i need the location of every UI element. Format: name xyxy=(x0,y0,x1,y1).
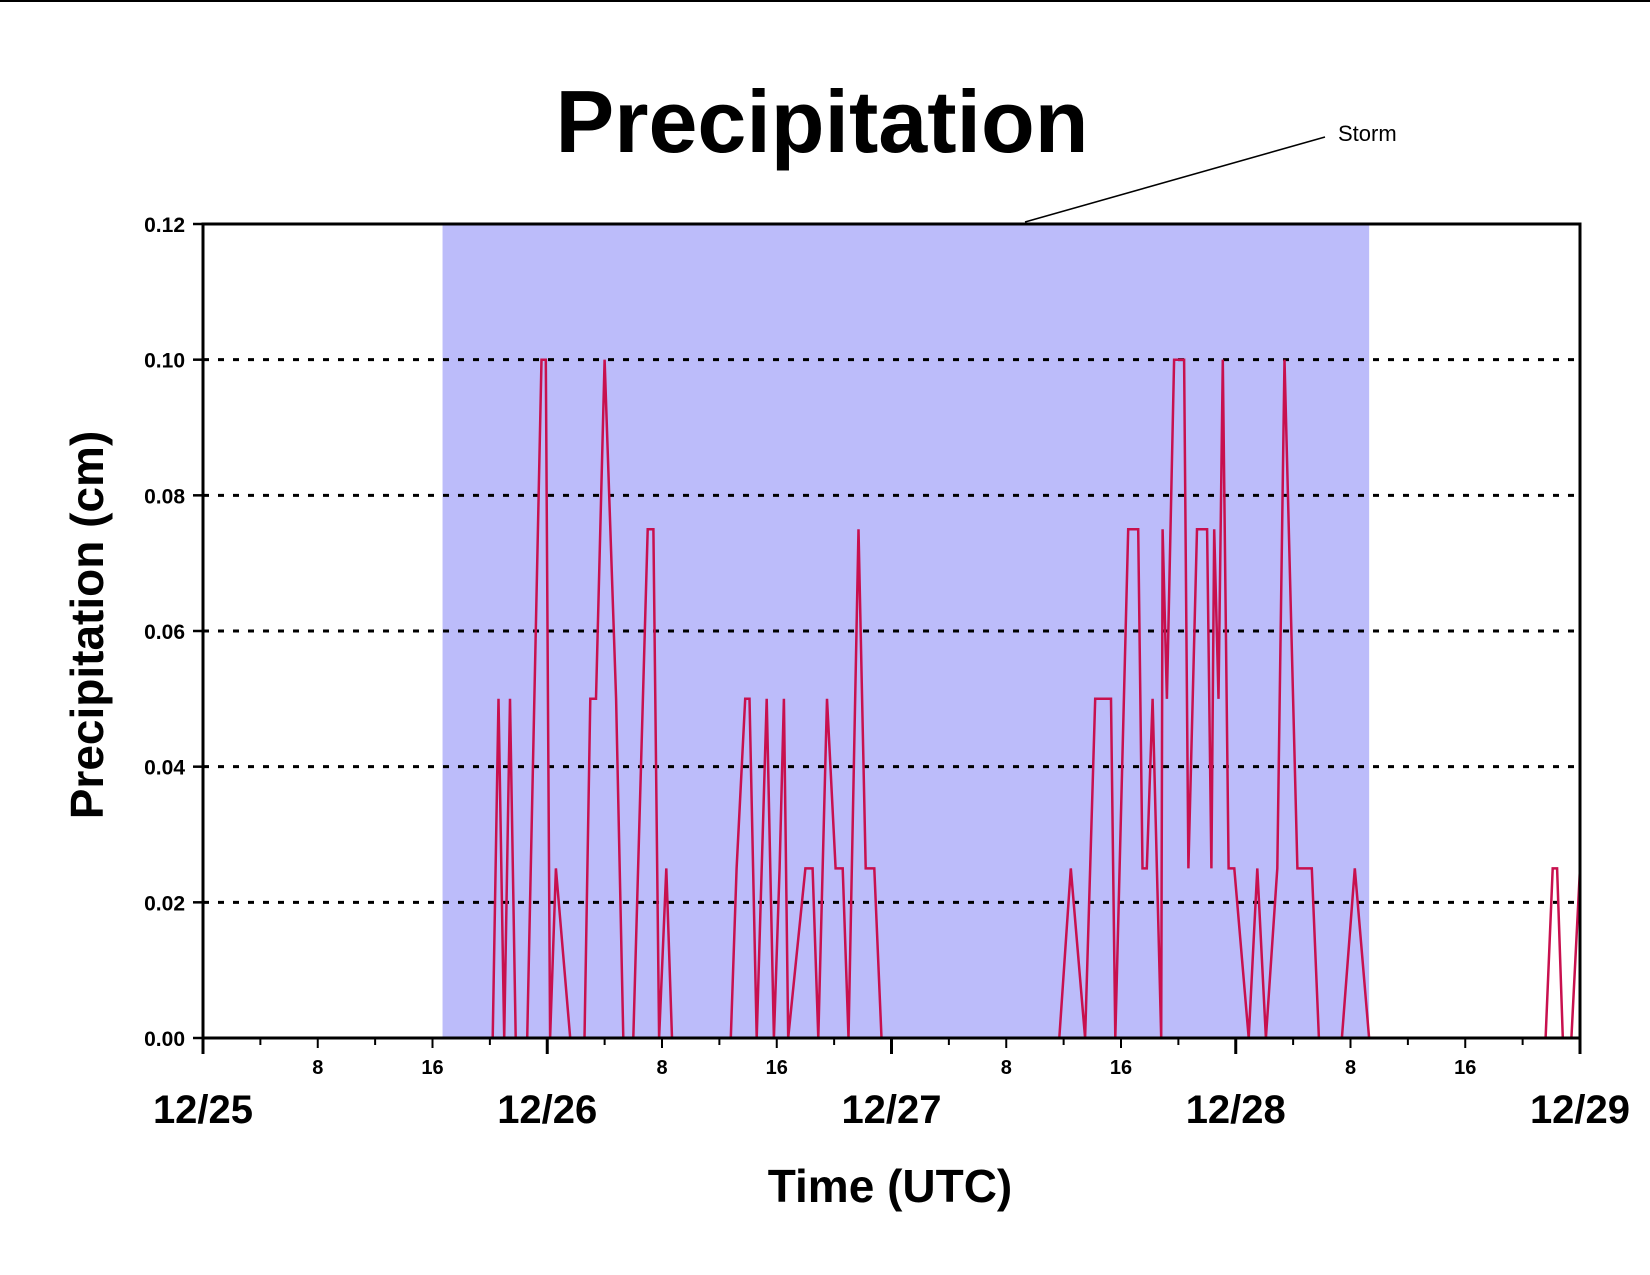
y-tick-label-6: 0.12 xyxy=(144,214,185,237)
y-tick-label-0: 0.00 xyxy=(144,1028,185,1051)
x-minor-tick-label-2: 8 xyxy=(656,1057,667,1079)
x-major-tick-label-4: 12/29 xyxy=(1530,1088,1630,1132)
x-minor-tick-label-7: 16 xyxy=(1454,1057,1476,1079)
x-minor-tick-label-6: 8 xyxy=(1345,1057,1356,1079)
x-minor-tick-label-4: 8 xyxy=(1001,1057,1012,1079)
x-major-tick-label-2: 12/27 xyxy=(841,1088,941,1132)
y-axis-title: Precipitation (cm) xyxy=(61,431,113,820)
chart-title: Precipitation xyxy=(556,72,1089,171)
x-minor-tick-label-0: 8 xyxy=(312,1057,323,1079)
x-major-tick-label-0: 12/25 xyxy=(153,1088,253,1132)
x-major-tick-label-1: 12/26 xyxy=(497,1088,597,1132)
x-minor-tick-label-1: 16 xyxy=(421,1057,443,1079)
x-major-tick-label-3: 12/28 xyxy=(1186,1088,1286,1132)
y-tick-label-5: 0.10 xyxy=(144,350,185,373)
storm-annotation-label: Storm xyxy=(1338,121,1397,146)
x-axis-title: Time (UTC) xyxy=(768,1160,1013,1212)
storm-annotation-leader-line xyxy=(1024,136,1326,223)
y-tick-label-4: 0.08 xyxy=(144,485,185,508)
y-tick-label-1: 0.02 xyxy=(144,892,185,915)
y-tick-label-3: 0.06 xyxy=(144,621,185,644)
y-tick-label-2: 0.04 xyxy=(144,757,185,780)
x-minor-tick-label-3: 16 xyxy=(766,1057,788,1079)
x-minor-tick-label-5: 16 xyxy=(1110,1057,1132,1079)
